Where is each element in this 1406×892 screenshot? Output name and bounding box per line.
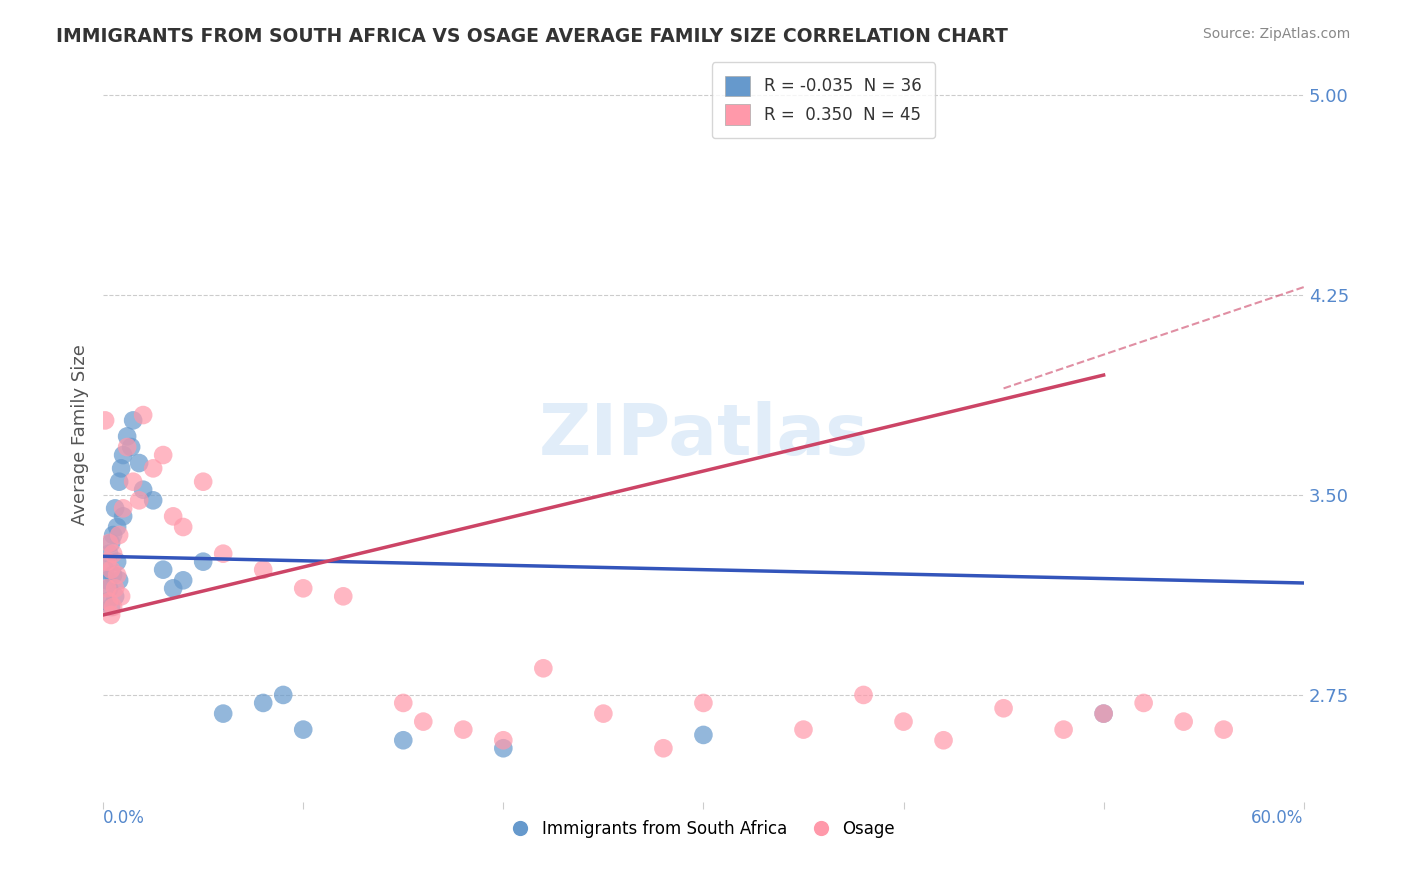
- Legend: Immigrants from South Africa, Osage: Immigrants from South Africa, Osage: [505, 814, 901, 845]
- Point: [212, 706, 235, 721]
- Point: [101, 528, 124, 542]
- Point: [412, 714, 434, 729]
- Point: [112, 501, 135, 516]
- Point: [104, 590, 127, 604]
- Point: [108, 475, 131, 489]
- Point: [893, 714, 915, 729]
- Point: [142, 461, 165, 475]
- Point: [98, 594, 121, 608]
- Point: [172, 574, 194, 588]
- Point: [292, 582, 315, 596]
- Point: [1052, 723, 1074, 737]
- Point: [101, 568, 124, 582]
- Y-axis label: Average Family Size: Average Family Size: [72, 344, 89, 525]
- Point: [392, 733, 415, 747]
- Point: [252, 563, 274, 577]
- Text: Source: ZipAtlas.com: Source: ZipAtlas.com: [1202, 27, 1350, 41]
- Point: [212, 547, 235, 561]
- Text: 60.0%: 60.0%: [1251, 809, 1303, 827]
- Point: [132, 408, 155, 422]
- Point: [193, 555, 215, 569]
- Point: [104, 501, 127, 516]
- Point: [193, 475, 215, 489]
- Point: [492, 741, 515, 756]
- Point: [652, 741, 675, 756]
- Point: [122, 413, 145, 427]
- Point: [292, 723, 315, 737]
- Point: [98, 582, 121, 596]
- Point: [1132, 696, 1154, 710]
- Point: [100, 599, 122, 614]
- Point: [100, 536, 122, 550]
- Point: [100, 563, 122, 577]
- Point: [96, 555, 118, 569]
- Point: [492, 733, 515, 747]
- Point: [932, 733, 955, 747]
- Point: [1092, 706, 1115, 721]
- Point: [105, 568, 128, 582]
- Point: [162, 509, 184, 524]
- Text: 0.0%: 0.0%: [103, 809, 145, 827]
- Point: [105, 520, 128, 534]
- Point: [152, 448, 174, 462]
- Point: [692, 696, 714, 710]
- Point: [115, 429, 138, 443]
- Point: [1212, 723, 1234, 737]
- Point: [101, 599, 124, 614]
- Point: [94, 563, 117, 577]
- Point: [128, 493, 150, 508]
- Point: [162, 582, 184, 596]
- Point: [115, 440, 138, 454]
- Point: [120, 440, 142, 454]
- Point: [692, 728, 714, 742]
- Point: [128, 456, 150, 470]
- Point: [852, 688, 875, 702]
- Point: [108, 528, 131, 542]
- Text: ZIPatlas: ZIPatlas: [538, 401, 869, 469]
- Point: [96, 582, 118, 596]
- Point: [105, 555, 128, 569]
- Point: [104, 582, 127, 596]
- Text: IMMIGRANTS FROM SOUTH AFRICA VS OSAGE AVERAGE FAMILY SIZE CORRELATION CHART: IMMIGRANTS FROM SOUTH AFRICA VS OSAGE AV…: [56, 27, 1008, 45]
- Point: [152, 563, 174, 577]
- Point: [132, 483, 155, 497]
- Point: [98, 547, 121, 561]
- Point: [101, 547, 124, 561]
- Point: [98, 536, 121, 550]
- Point: [453, 723, 475, 737]
- Point: [392, 696, 415, 710]
- Point: [252, 696, 274, 710]
- Point: [592, 706, 614, 721]
- Point: [172, 520, 194, 534]
- Point: [110, 461, 132, 475]
- Point: [531, 661, 554, 675]
- Point: [112, 448, 135, 462]
- Point: [122, 475, 145, 489]
- Point: [112, 509, 135, 524]
- Point: [1092, 706, 1115, 721]
- Point: [96, 594, 118, 608]
- Point: [1173, 714, 1195, 729]
- Point: [96, 574, 118, 588]
- Point: [110, 590, 132, 604]
- Point: [142, 493, 165, 508]
- Point: [100, 607, 122, 622]
- Point: [792, 723, 814, 737]
- Point: [94, 413, 117, 427]
- Point: [993, 701, 1015, 715]
- Point: [271, 688, 294, 702]
- Point: [332, 590, 354, 604]
- Point: [108, 574, 131, 588]
